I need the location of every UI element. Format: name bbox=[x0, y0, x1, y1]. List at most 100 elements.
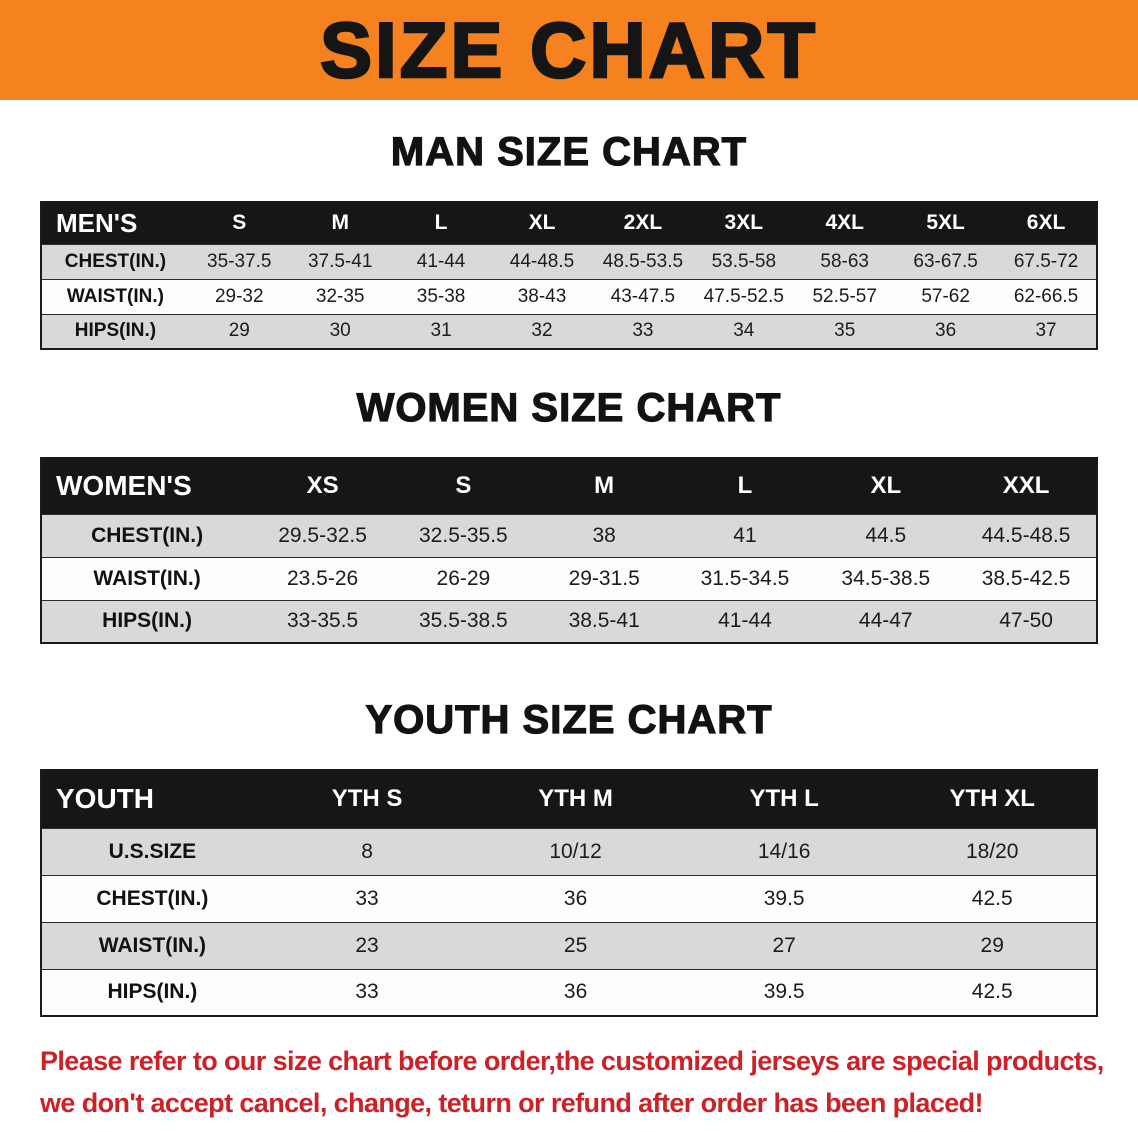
measurement-value: 29 bbox=[888, 921, 1097, 969]
measurement-value: 35.5-38.5 bbox=[392, 599, 534, 643]
size-column-header: 3XL bbox=[693, 202, 795, 244]
measurement-value: 58-63 bbox=[794, 243, 896, 279]
group-label: YOUTH bbox=[41, 770, 263, 828]
table-body: U.S.SIZE 8 10/12 14/16 18/20 CHEST(IN.) 33 36 39… bbox=[41, 827, 1097, 1016]
size-table: WOMEN'S XS S M L XL XXL CHEST(IN.) 29.5-32.5 32.… bbox=[40, 457, 1098, 644]
disclaimer-line: we don't accept cancel, change, teturn o… bbox=[40, 1087, 984, 1118]
measurement-value: 42.5 bbox=[888, 874, 1097, 922]
table-header-row: YOUTH YTH S YTH M YTH L YTH XL bbox=[41, 770, 1097, 828]
measurement-value: 33 bbox=[262, 874, 472, 922]
measurement-value: 31.5-34.5 bbox=[674, 556, 816, 600]
measurement-value: 14/16 bbox=[679, 827, 889, 875]
measurement-value: 23.5-26 bbox=[252, 556, 393, 600]
measurement-value: 39.5 bbox=[679, 968, 889, 1016]
sections: MAN SIZE CHART MEN'S S M L XL 2XL 3XL 4XL 5XL 6XL… bbox=[0, 129, 1138, 1017]
size-column-header: 2XL bbox=[592, 202, 694, 244]
table-body: CHEST(IN.) 29.5-32.5 32.5-35.5 38 41 44.5 44.5… bbox=[41, 513, 1097, 643]
measurement-label: CHEST(IN.) bbox=[41, 874, 263, 922]
section-heading: WOMEN SIZE CHART bbox=[356, 385, 782, 430]
size-column-header: M bbox=[533, 458, 675, 514]
measurement-value: 23 bbox=[262, 921, 472, 969]
group-label: WOMEN'S bbox=[41, 458, 253, 514]
size-section: WOMEN SIZE CHART WOMEN'S XS S M L XL XXL CHEST… bbox=[0, 385, 1138, 644]
size-column-header: YTH XL bbox=[888, 770, 1097, 828]
group-label: MEN'S bbox=[41, 202, 189, 244]
size-table: MEN'S S M L XL 2XL 3XL 4XL 5XL 6XL CHEST(IN.) 35-3… bbox=[40, 201, 1098, 350]
section-heading: MAN SIZE CHART bbox=[390, 129, 748, 174]
measurement-row: HIPS(IN.) 29 30 31 32 33 34 35 36 37 bbox=[41, 313, 1097, 349]
disclaimer-line: Please refer to our size chart before or… bbox=[40, 1046, 1104, 1076]
size-column-header: XL bbox=[491, 202, 593, 244]
measurement-value: 67.5-72 bbox=[996, 243, 1097, 279]
measurement-value: 33-35.5 bbox=[252, 599, 393, 643]
measurement-row: HIPS(IN.) 33 36 39.5 42.5 bbox=[41, 968, 1097, 1016]
measurement-row: HIPS(IN.) 33-35.5 35.5-38.5 38.5-41 41-44 44-… bbox=[41, 599, 1097, 643]
measurement-value: 39.5 bbox=[679, 874, 889, 922]
measurement-value: 36 bbox=[471, 968, 680, 1016]
measurement-label: CHEST(IN.) bbox=[41, 513, 253, 557]
page-title: SIZE CHART bbox=[319, 6, 818, 94]
measurement-value: 8 bbox=[262, 827, 472, 875]
measurement-label: U.S.SIZE bbox=[41, 827, 263, 875]
measurement-value: 44.5-48.5 bbox=[956, 513, 1097, 557]
size-column-header: L bbox=[390, 202, 492, 244]
measurement-value: 35-37.5 bbox=[188, 243, 290, 279]
size-column-header: XL bbox=[815, 458, 957, 514]
table-head: WOMEN'S XS S M L XL XXL bbox=[41, 458, 1097, 514]
measurement-value: 57-62 bbox=[895, 278, 997, 314]
size-column-header: S bbox=[188, 202, 290, 244]
measurement-value: 25 bbox=[471, 921, 680, 969]
measurement-value: 35 bbox=[794, 313, 896, 349]
table-body: CHEST(IN.) 35-37.5 37.5-41 41-44 44-48.5 48.5… bbox=[41, 243, 1097, 349]
size-column-header: YTH L bbox=[679, 770, 889, 828]
size-column-header: XXL bbox=[956, 458, 1097, 514]
measurement-value: 53.5-58 bbox=[693, 243, 795, 279]
measurement-value: 38.5-41 bbox=[533, 599, 675, 643]
measurement-value: 35-38 bbox=[390, 278, 492, 314]
measurement-value: 44-48.5 bbox=[491, 243, 593, 279]
measurement-row: CHEST(IN.) 29.5-32.5 32.5-35.5 38 41 44.5 44.5… bbox=[41, 513, 1097, 557]
measurement-value: 29.5-32.5 bbox=[252, 513, 393, 557]
measurement-value: 34 bbox=[693, 313, 795, 349]
size-column-header: M bbox=[289, 202, 391, 244]
size-column-header: L bbox=[674, 458, 816, 514]
size-column-header: S bbox=[392, 458, 534, 514]
table-head: MEN'S S M L XL 2XL 3XL 4XL 5XL 6XL bbox=[41, 202, 1097, 244]
size-column-header: 4XL bbox=[794, 202, 896, 244]
size-column-header: XS bbox=[252, 458, 393, 514]
measurement-label: CHEST(IN.) bbox=[41, 243, 189, 279]
measurement-value: 31 bbox=[390, 313, 492, 349]
measurement-value: 52.5-57 bbox=[794, 278, 896, 314]
size-section: MAN SIZE CHART MEN'S S M L XL 2XL 3XL 4XL 5XL 6XL… bbox=[0, 129, 1138, 350]
measurement-value: 32-35 bbox=[289, 278, 391, 314]
measurement-value: 32.5-35.5 bbox=[392, 513, 534, 557]
measurement-value: 33 bbox=[262, 968, 472, 1016]
disclaimer: Please refer to our size chart before or… bbox=[40, 1041, 1110, 1125]
measurement-value: 43-47.5 bbox=[592, 278, 694, 314]
measurement-value: 42.5 bbox=[888, 968, 1097, 1016]
size-column-header: YTH M bbox=[471, 770, 680, 828]
measurement-row: WAIST(IN.) 29-32 32-35 35-38 38-43 43-47.5 47.… bbox=[41, 278, 1097, 314]
measurement-value: 63-67.5 bbox=[895, 243, 997, 279]
size-table: YOUTH YTH S YTH M YTH L YTH XL U.S.SIZE 8 10/1… bbox=[40, 769, 1098, 1017]
measurement-value: 29-31.5 bbox=[533, 556, 675, 600]
measurement-value: 38.5-42.5 bbox=[956, 556, 1097, 600]
measurement-value: 41 bbox=[674, 513, 816, 557]
measurement-row: CHEST(IN.) 33 36 39.5 42.5 bbox=[41, 874, 1097, 922]
measurement-row: U.S.SIZE 8 10/12 14/16 18/20 bbox=[41, 827, 1097, 875]
measurement-value: 41-44 bbox=[390, 243, 492, 279]
measurement-label: HIPS(IN.) bbox=[41, 968, 263, 1016]
measurement-row: CHEST(IN.) 35-37.5 37.5-41 41-44 44-48.5 48.5… bbox=[41, 243, 1097, 279]
measurement-label: WAIST(IN.) bbox=[41, 278, 189, 314]
size-section: YOUTH SIZE CHART YOUTH YTH S YTH M YTH L YTH… bbox=[0, 697, 1138, 1017]
size-column-header: YTH S bbox=[262, 770, 472, 828]
measurement-value: 32 bbox=[491, 313, 593, 349]
measurement-value: 29 bbox=[188, 313, 290, 349]
measurement-value: 30 bbox=[289, 313, 391, 349]
measurement-value: 26-29 bbox=[392, 556, 534, 600]
measurement-value: 34.5-38.5 bbox=[815, 556, 957, 600]
measurement-value: 41-44 bbox=[674, 599, 816, 643]
measurement-label: HIPS(IN.) bbox=[41, 313, 189, 349]
measurement-value: 38 bbox=[533, 513, 675, 557]
